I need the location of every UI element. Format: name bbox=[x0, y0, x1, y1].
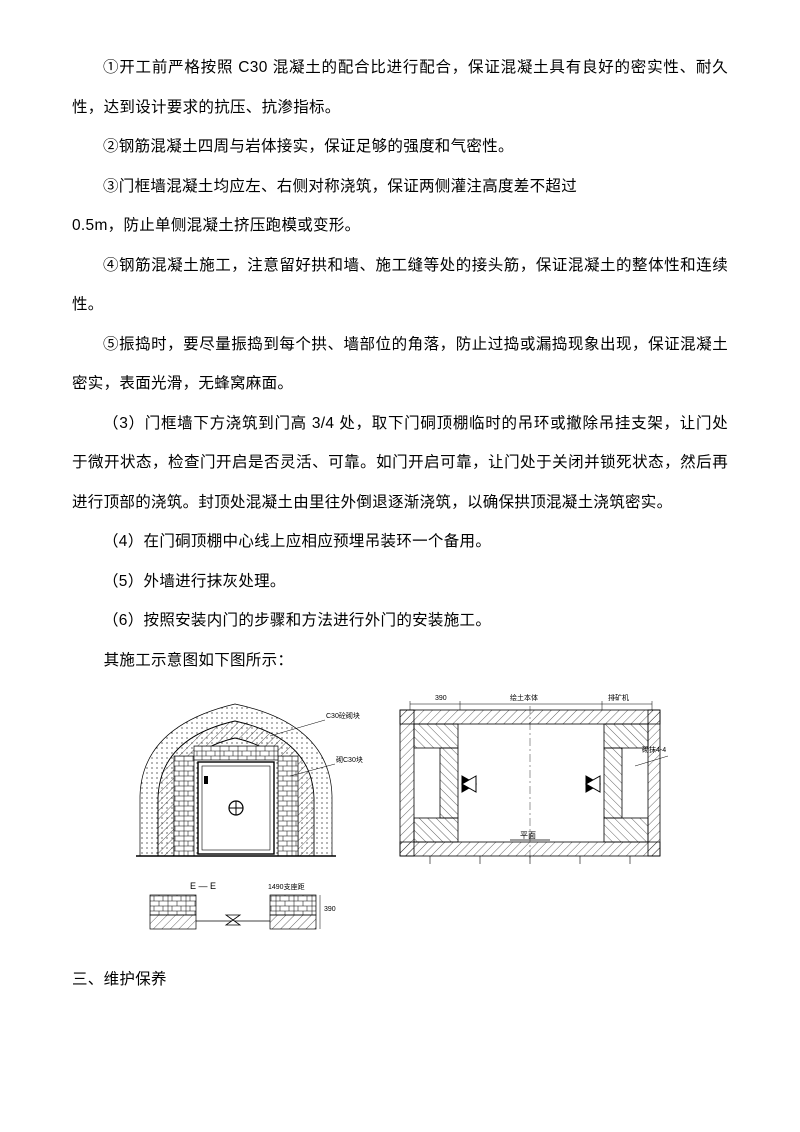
label-section: E — E bbox=[190, 881, 216, 891]
paragraph-2: ②钢筋混凝土四周与岩体接实，保证足够的强度和气密性。 bbox=[72, 127, 728, 167]
label-anno1: C30砼砌块 bbox=[326, 711, 360, 720]
paragraph-4: ④钢筋混凝土施工，注意留好拱和墙、施工缝等处的接头筋，保证混凝土的整体性和连续性… bbox=[72, 246, 728, 325]
paragraph-1: ①开工前严格按照 C30 混凝土的配合比进行配合，保证混凝土具有良好的密实性、耐… bbox=[72, 48, 728, 127]
label-anno2: 砌C30块 bbox=[336, 755, 363, 764]
paragraph-10: 其施工示意图如下图所示： bbox=[72, 641, 728, 681]
paragraph-9: （6）按照安装内门的步骤和方法进行外门的安装施工。 bbox=[72, 601, 728, 641]
paragraph-7: （4）在门硐顶棚中心线上应相应预埋吊装环一个备用。 bbox=[72, 522, 728, 562]
label-top-right: 排矿机 bbox=[608, 693, 629, 702]
elevation-view: C30砼砌块 砌C30块 bbox=[136, 704, 363, 856]
plan-view: 390 绘土本体 排矿机 bbox=[400, 693, 668, 864]
label-top-center: 绘土本体 bbox=[510, 693, 538, 702]
paragraph-8: （5）外墙进行抹灰处理。 bbox=[72, 562, 728, 602]
label-dim2: 390 bbox=[324, 906, 336, 913]
paragraph-3a: ③门框墙混凝土均应左、右侧对称浇筑，保证两侧灌注高度差不超过 bbox=[72, 167, 728, 207]
paragraph-11: 三、维护保养 bbox=[72, 960, 728, 1000]
diagram-container: C30砼砌块 砌C30块 390 绘土本体 排矿机 bbox=[72, 686, 728, 946]
paragraph-5: ⑤振捣时，要尽量振捣到每个拱、墙部位的角落，防止过捣或漏捣现象出现，保证混凝土密… bbox=[72, 325, 728, 404]
document-page: ①开工前严格按照 C30 混凝土的配合比进行配合，保证混凝土具有良好的密实性、耐… bbox=[0, 0, 800, 1040]
label-anno3: 砌抹4-4 bbox=[642, 745, 666, 754]
paragraph-6: （3）门框墙下方浇筑到门高 3/4 处，取下门硐顶棚临时的吊环或撤除吊挂支架，让… bbox=[72, 404, 728, 523]
construction-diagram: C30砼砌块 砌C30块 390 绘土本体 排矿机 bbox=[130, 686, 670, 946]
label-top-left: 390 bbox=[435, 695, 447, 702]
label-plan: 平面 bbox=[520, 831, 536, 840]
section-view: E — E 1490支座距 390 bbox=[150, 881, 336, 929]
label-dim1: 1490支座距 bbox=[268, 882, 305, 891]
paragraph-3b: 0.5m，防止单侧混凝土挤压跑模或变形。 bbox=[72, 206, 728, 246]
